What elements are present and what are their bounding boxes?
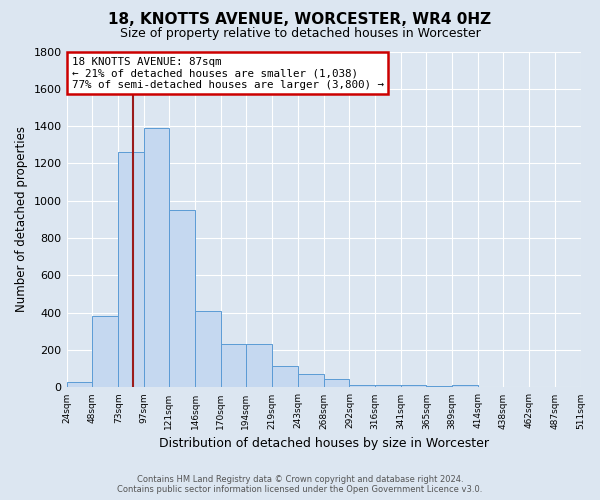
Bar <box>92 316 118 388</box>
Text: Contains HM Land Registry data © Crown copyright and database right 2024.
Contai: Contains HM Land Registry data © Crown c… <box>118 474 482 494</box>
Bar <box>195 311 221 388</box>
Text: 18 KNOTTS AVENUE: 87sqm
← 21% of detached houses are smaller (1,038)
77% of semi: 18 KNOTTS AVENUE: 87sqm ← 21% of detache… <box>71 56 383 90</box>
Bar <box>143 128 169 388</box>
Bar <box>118 152 143 388</box>
Bar <box>169 210 195 388</box>
Bar <box>427 386 452 388</box>
Bar <box>349 384 375 388</box>
Bar <box>375 384 401 388</box>
Bar <box>246 344 272 388</box>
Bar <box>272 366 298 388</box>
Bar <box>298 374 324 388</box>
Bar <box>324 379 349 388</box>
Bar <box>221 344 246 388</box>
Bar <box>452 384 478 388</box>
Bar <box>67 382 92 388</box>
Bar <box>401 384 427 388</box>
Text: Size of property relative to detached houses in Worcester: Size of property relative to detached ho… <box>119 28 481 40</box>
Text: 18, KNOTTS AVENUE, WORCESTER, WR4 0HZ: 18, KNOTTS AVENUE, WORCESTER, WR4 0HZ <box>109 12 491 28</box>
X-axis label: Distribution of detached houses by size in Worcester: Distribution of detached houses by size … <box>158 437 488 450</box>
Y-axis label: Number of detached properties: Number of detached properties <box>15 126 28 312</box>
